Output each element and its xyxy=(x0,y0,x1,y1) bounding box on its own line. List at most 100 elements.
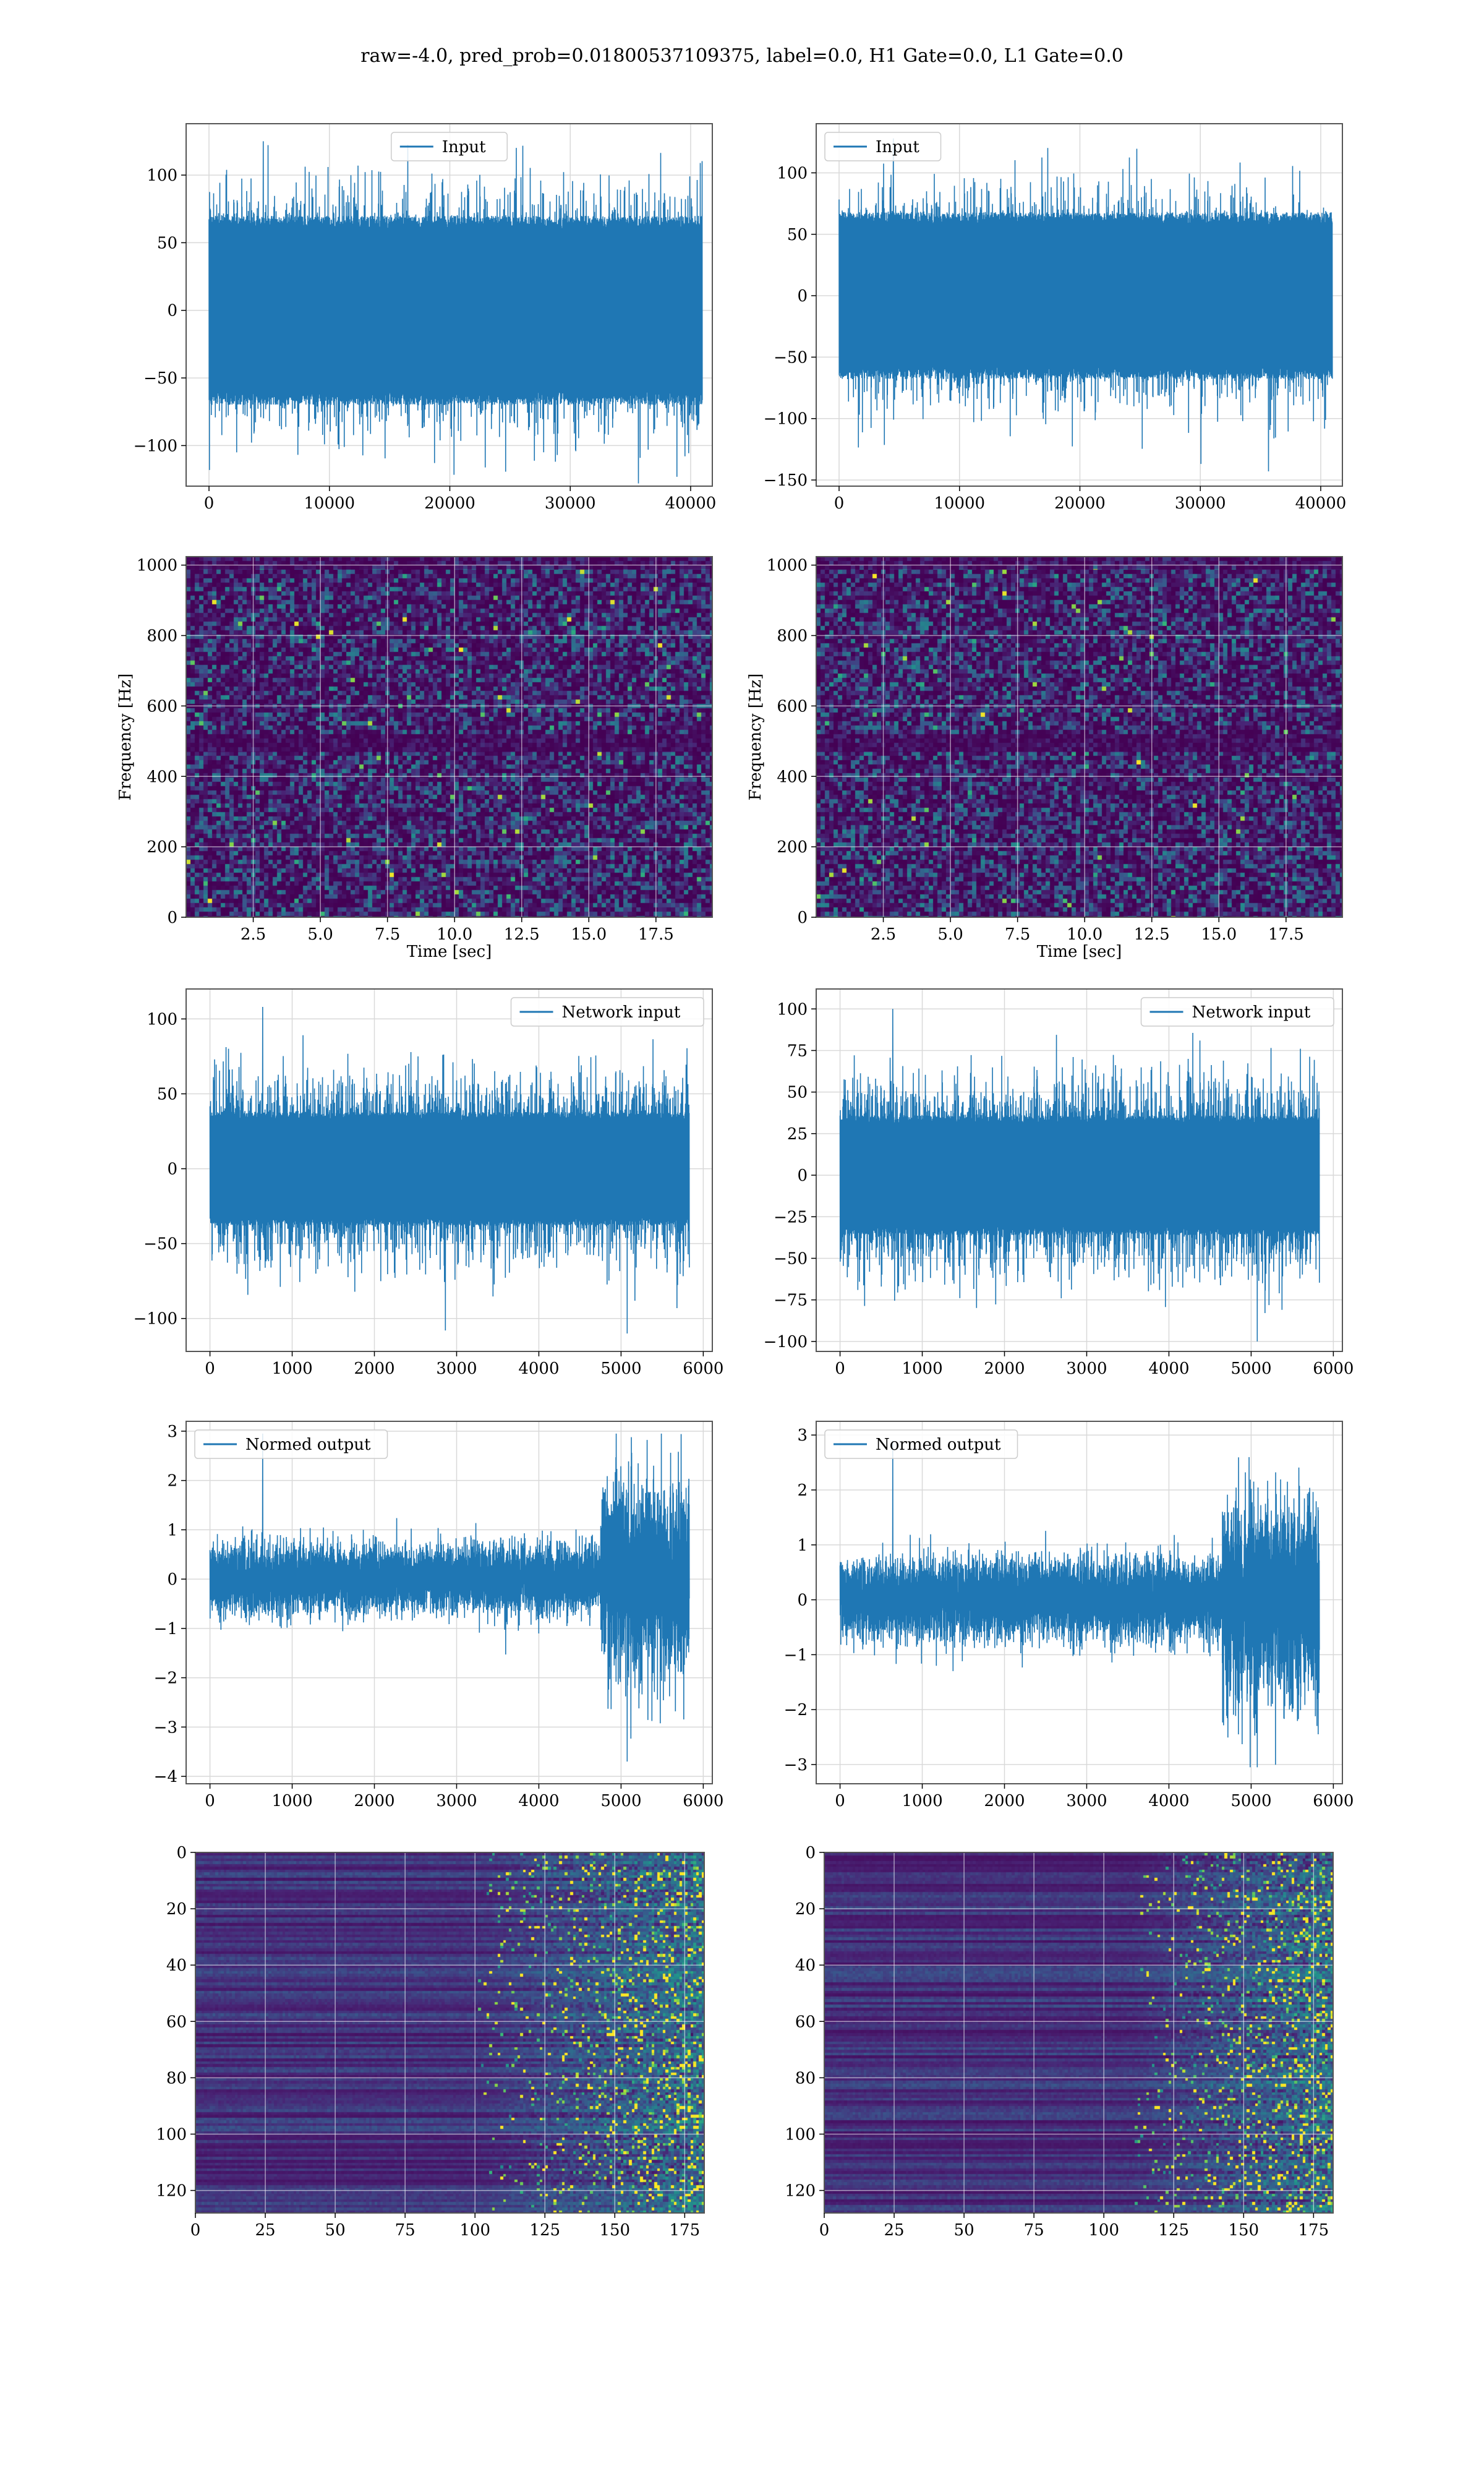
y-tick-label: 2 xyxy=(167,1472,177,1491)
x-tick-label: 150 xyxy=(599,2221,630,2240)
legend: Network input xyxy=(1140,997,1334,1027)
x-tick-label: 5000 xyxy=(600,1792,641,1810)
x-tick-label: 175 xyxy=(670,2221,701,2240)
y-tick-label: 400 xyxy=(147,768,177,786)
x-tick-label: 0 xyxy=(204,494,215,513)
x-tick-label: 25 xyxy=(884,2221,905,2240)
x-tick-label: 2.5 xyxy=(241,925,266,944)
x-tick-label: 100 xyxy=(1088,2221,1119,2240)
panel-spectrogram-l1: 2.5 5.0 7.5 10.0 12.5 15.0 17.5 0 200 400 600 800 10… xyxy=(746,556,1343,961)
x-tick-label: 125 xyxy=(529,2221,560,2240)
y-tick-label: 20 xyxy=(795,1900,816,1919)
legend: Normed output xyxy=(194,1429,388,1459)
y-tick-label: −100 xyxy=(134,437,177,455)
x-tick-label: 17.5 xyxy=(638,925,674,944)
y-tick-label: 0 xyxy=(167,1160,177,1179)
x-tick-label: 1000 xyxy=(271,1792,312,1810)
axes-frame xyxy=(816,123,1343,487)
y-tick-label: 200 xyxy=(777,838,808,857)
series-line xyxy=(839,1009,1320,1342)
y-tick-label: 40 xyxy=(166,1956,187,1975)
y-tick-label: 3 xyxy=(797,1426,808,1445)
panel-input-l1: 0 10000 20000 30000 40000 −150 −100 −50 0 50 100 In… xyxy=(764,123,1347,513)
x-tick-label: 1000 xyxy=(902,1359,942,1378)
x-tick-label: 30000 xyxy=(1175,494,1226,513)
y-tick-label: 50 xyxy=(787,1084,808,1102)
x-tick-label: 125 xyxy=(1158,2221,1189,2240)
panel-feature-map-l1: 0 25 50 75 100 125 150 175 0 20 40 60 80 100 120 xyxy=(785,1844,1334,2240)
x-tick-label: 5000 xyxy=(600,1359,641,1378)
panel-input-h1: 0 10000 20000 30000 40000 −100 −50 0 50 100 Input xyxy=(134,123,716,513)
legend: Network input xyxy=(510,997,704,1027)
x-tick-label: 7.5 xyxy=(375,925,400,944)
axes-frame xyxy=(186,556,713,918)
y-tick-label: −50 xyxy=(774,1249,808,1268)
legend-label: Normed output xyxy=(876,1436,1001,1454)
x-tick-label: 0 xyxy=(835,1792,845,1810)
axes-frame xyxy=(816,1421,1343,1784)
y-tick-label: 1 xyxy=(167,1521,177,1539)
panel-feature-map-h1: 0 25 50 75 100 125 150 175 0 20 40 60 80 100 120 xyxy=(156,1844,705,2240)
y-tick-label: 0 xyxy=(797,909,808,927)
x-tick-label: 3000 xyxy=(436,1792,477,1810)
x-tick-label: 5000 xyxy=(1230,1792,1271,1810)
axes-frame xyxy=(195,1852,705,2214)
y-tick-label: 120 xyxy=(785,2182,816,2201)
x-tick-label: 50 xyxy=(325,2221,346,2240)
heatmap-image xyxy=(824,1852,1333,2213)
x-tick-label: 2000 xyxy=(984,1359,1025,1378)
x-tick-label: 2000 xyxy=(984,1792,1025,1810)
x-tick-label: 4000 xyxy=(1148,1359,1189,1378)
x-tick-label: 0 xyxy=(819,2221,830,2240)
axes-frame xyxy=(816,556,1343,918)
legend-box xyxy=(391,132,508,161)
x-tick-label: 3000 xyxy=(1066,1792,1107,1810)
y-tick-label: 3 xyxy=(167,1423,177,1441)
y-tick-label: 100 xyxy=(147,166,177,185)
x-tick-label: 0 xyxy=(205,1792,215,1810)
x-tick-label: 6000 xyxy=(683,1359,723,1378)
x-tick-label: 100 xyxy=(459,2221,490,2240)
x-tick-label: 40000 xyxy=(1295,494,1347,513)
y-tick-label: 0 xyxy=(797,1166,808,1185)
x-tick-label: 10.0 xyxy=(1067,925,1102,944)
x-tick-label: 10.0 xyxy=(437,925,472,944)
y-tick-label: −4 xyxy=(154,1768,177,1786)
x-tick-label: 10000 xyxy=(304,494,355,513)
y-tick-label: −3 xyxy=(154,1718,177,1737)
y-tick-label: 0 xyxy=(176,1844,187,1862)
y-tick-label: 60 xyxy=(795,2013,816,2031)
y-tick-label: −100 xyxy=(764,1333,808,1351)
y-tick-label: 2 xyxy=(797,1481,808,1500)
legend-label: Input xyxy=(442,138,486,156)
panel-spectrogram-h1: 2.5 5.0 7.5 10.0 12.5 15.0 17.5 0 200 400 600 800 10… xyxy=(116,556,713,961)
legend-label: Network input xyxy=(562,1003,681,1022)
x-tick-label: 75 xyxy=(395,2221,416,2240)
x-tick-label: 4000 xyxy=(518,1792,559,1810)
x-tick-label: 50 xyxy=(954,2221,974,2240)
x-tick-label: 6000 xyxy=(1313,1359,1354,1378)
y-axis-label: Frequency [Hz] xyxy=(116,674,135,801)
legend-label: Input xyxy=(876,138,919,156)
x-tick-label: 175 xyxy=(1298,2221,1329,2240)
x-tick-label: 15.0 xyxy=(1201,925,1237,944)
y-tick-label: 0 xyxy=(167,1570,177,1589)
y-tick-label: 0 xyxy=(167,909,177,927)
axes-frame xyxy=(186,1421,713,1784)
x-tick-label: 4000 xyxy=(1148,1792,1189,1810)
y-tick-label: −75 xyxy=(774,1291,808,1310)
y-tick-label: −25 xyxy=(774,1208,808,1226)
x-tick-label: 20000 xyxy=(1054,494,1106,513)
y-tick-label: 60 xyxy=(166,2013,187,2031)
y-tick-label: 100 xyxy=(777,164,808,182)
x-axis-label: Time [sec] xyxy=(407,943,492,961)
x-tick-label: 3000 xyxy=(436,1359,477,1378)
x-tick-label: 25 xyxy=(255,2221,276,2240)
y-tick-label: 100 xyxy=(156,2125,187,2144)
legend: Input xyxy=(824,132,942,161)
y-tick-label: −50 xyxy=(143,369,177,388)
series-line xyxy=(208,141,703,484)
x-tick-label: 5000 xyxy=(1230,1359,1271,1378)
y-tick-label: −100 xyxy=(134,1310,177,1329)
x-tick-label: 4000 xyxy=(518,1359,559,1378)
